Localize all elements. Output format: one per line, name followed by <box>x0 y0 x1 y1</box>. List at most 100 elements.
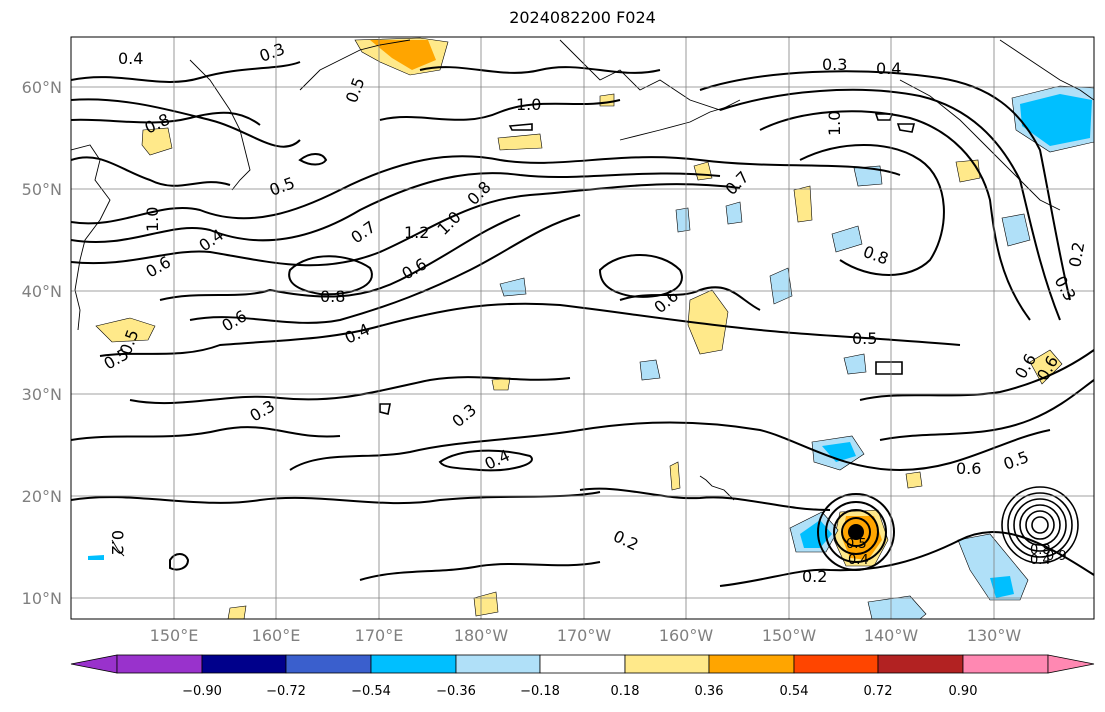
shade-negative-region <box>639 359 661 381</box>
contour-label: 0.6 <box>219 306 251 335</box>
contour-line <box>875 361 903 375</box>
contour-line <box>508 123 533 131</box>
shade-positive-region <box>955 159 981 183</box>
contour-line <box>169 553 190 571</box>
colorbar-segment <box>793 654 879 674</box>
colorbar-segment <box>370 654 457 674</box>
shade-positive-region <box>599 93 615 107</box>
lat-label: 40°N <box>21 282 62 301</box>
colorbar-tick-label: 0.36 <box>694 684 724 699</box>
shade-negative-region <box>853 165 883 187</box>
colorbar-tick-label: 0.72 <box>863 684 893 699</box>
contour-label: 0.6 <box>143 252 175 281</box>
shade-positive-region <box>141 127 173 156</box>
contour-line <box>71 491 601 505</box>
lon-label: 170°E <box>354 626 404 645</box>
coastline <box>71 144 111 331</box>
contour-line <box>1001 486 1079 564</box>
contour-label: 0.3 <box>448 400 480 431</box>
contour-line <box>419 66 661 74</box>
contour-label: 0.5 <box>1001 447 1031 474</box>
contour-label: 0.7 <box>721 167 752 198</box>
contour-line <box>379 99 621 121</box>
contour-line <box>799 144 945 276</box>
contour-line <box>159 214 521 301</box>
shade-positive-region <box>793 185 813 223</box>
contour-line <box>71 426 341 441</box>
contour-line <box>874 113 894 121</box>
contour-line <box>1031 516 1049 534</box>
coastline <box>899 79 1061 211</box>
shade-positive-region <box>491 377 511 391</box>
contour-line <box>71 183 741 267</box>
coastline <box>559 39 741 111</box>
contour-label: 0.6 <box>1011 350 1040 382</box>
contour-label: 0.3 <box>257 39 287 66</box>
contour-label: 0.2 <box>108 530 127 555</box>
lon-label: 150°W <box>761 626 817 645</box>
contour-label: 0.8 <box>1030 543 1051 558</box>
lon-label: 150°E <box>149 626 199 645</box>
contour-label: 1.0 <box>143 207 162 232</box>
contour-line <box>1025 510 1055 540</box>
colorbar-tick-label: 0.90 <box>948 684 978 699</box>
lat-label: 20°N <box>21 487 62 506</box>
contour-line <box>379 403 391 415</box>
contour-label: 0.8 <box>463 177 494 208</box>
shade-positive-region <box>693 161 713 181</box>
shade-negative-region <box>1001 213 1031 247</box>
shade-negative-core <box>822 442 856 462</box>
contour-label: 0.3 <box>247 396 279 425</box>
contour-line <box>719 531 1094 587</box>
coastline <box>111 539 125 557</box>
colorbar-tick-label: −0.36 <box>436 684 476 699</box>
contour-label: 0.2 <box>802 567 827 586</box>
lon-label: 170°W <box>556 626 612 645</box>
lon-label: 160°E <box>251 626 301 645</box>
contour-line <box>759 110 1031 321</box>
map-frame <box>70 36 1095 620</box>
shade-positive-region <box>473 591 499 617</box>
contour-label: 1.2 <box>404 223 429 242</box>
colorbar-tick-label: 0.54 <box>779 684 809 699</box>
coastline <box>189 59 251 191</box>
lat-label: 50°N <box>21 180 62 199</box>
lat-label: 10°N <box>21 589 62 608</box>
shade-negative-region <box>867 595 927 619</box>
contour-label: 0.8 <box>861 242 891 269</box>
coastline <box>999 39 1094 101</box>
figure-title: 2024082200 F024 <box>509 8 656 27</box>
contour-line <box>298 153 328 166</box>
contour-line <box>71 61 301 83</box>
contour-label: 0.6 <box>956 459 981 478</box>
lon-label: 160°W <box>658 626 714 645</box>
contour-line <box>896 123 916 133</box>
colorbar-segment <box>962 654 1049 674</box>
contour-line <box>817 493 895 571</box>
contour-line <box>719 88 1061 321</box>
contour-line <box>438 449 533 472</box>
contour-label: 0.5 <box>846 537 867 552</box>
contour-line <box>99 302 961 357</box>
contour-line <box>288 255 373 296</box>
colorbar-extend-max <box>1047 654 1095 674</box>
shade-negative-region <box>675 207 691 233</box>
lat-label: 60°N <box>21 78 62 97</box>
colorbar-segment <box>877 654 964 674</box>
contour-label: 0.3 <box>822 55 847 74</box>
colorbar-segment <box>624 654 710 674</box>
lat-label: 30°N <box>21 385 62 404</box>
contour-label: 0.5 <box>342 75 369 105</box>
lon-label: 130°W <box>966 626 1022 645</box>
contour-line <box>129 376 571 405</box>
colorbar-extend-min <box>70 654 118 674</box>
shade-negative-core <box>1020 94 1092 146</box>
shade-negative-core <box>800 520 832 548</box>
colorbar-tick-label: −0.90 <box>182 684 222 699</box>
contour-line <box>71 155 901 225</box>
contour-label: 1.0 <box>516 95 541 114</box>
shade-positive-region <box>669 461 681 491</box>
contour-line <box>71 98 301 148</box>
colorbar <box>70 654 1095 674</box>
